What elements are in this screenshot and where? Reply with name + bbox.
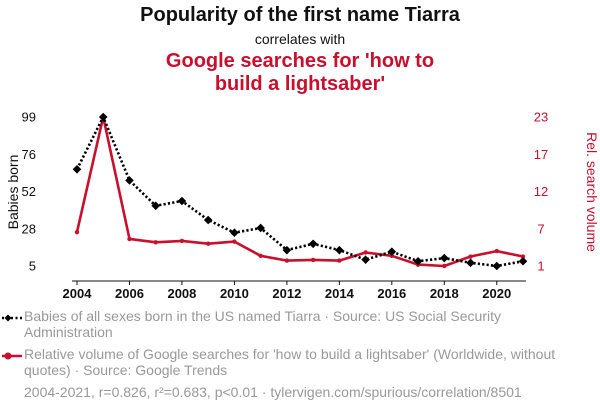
x-tick-label: 2016 — [377, 286, 406, 301]
data-point-circle — [310, 257, 316, 263]
data-point-circle — [284, 258, 290, 263]
chart-subtitle: correlates with — [254, 31, 346, 47]
left-tick-label: 28 — [22, 221, 36, 236]
x-axis: 2004 2006 2008 2010 2012 2014 2016 2018 2020 — [63, 280, 526, 301]
data-point-diamond — [413, 256, 423, 266]
x-tick-label: 2020 — [482, 286, 511, 301]
right-axis: 23 17 12 7 1 — [534, 110, 548, 274]
data-point-circle — [468, 254, 473, 259]
data-point-diamond — [151, 201, 161, 211]
data-point-diamond — [387, 247, 397, 257]
data-point-diamond — [335, 245, 344, 255]
right-tick-label: 7 — [537, 221, 544, 236]
right-tick-label: 12 — [534, 184, 548, 199]
data-point-circle — [337, 258, 342, 263]
x-tick-label: 2010 — [220, 286, 249, 301]
data-point-diamond — [308, 239, 318, 249]
chart-title: Popularity of the first name Tiarra — [140, 4, 460, 26]
legend-text-2: Relative volume of Google searches for '… — [24, 346, 556, 378]
right-tick-label: 17 — [534, 147, 548, 162]
x-tick-label: 2012 — [272, 286, 301, 301]
data-point-diamond — [72, 165, 82, 174]
left-axis: 99 76 52 28 5 — [22, 110, 36, 274]
data-point-circle — [127, 236, 132, 242]
data-point-diamond — [518, 256, 528, 266]
data-point-diamond — [230, 228, 239, 238]
series-layer — [72, 112, 528, 271]
data-point-circle — [74, 229, 80, 235]
series-line — [75, 115, 524, 268]
right-tick-label: 23 — [534, 110, 548, 125]
data-point-diamond — [492, 261, 502, 271]
legend-marker-solid-circle — [2, 352, 22, 360]
legend-marker-dotted-diamond — [2, 314, 22, 322]
chart-title-secondary: Google searches for 'how to build a ligh… — [165, 50, 435, 95]
data-point-circle — [442, 263, 447, 269]
data-point-diamond — [439, 253, 449, 263]
data-point-circle — [232, 239, 237, 244]
data-point-circle — [179, 238, 185, 244]
x-tick-label: 2004 — [63, 286, 93, 301]
data-point-circle — [153, 240, 158, 245]
data-point-diamond — [256, 223, 265, 233]
data-point-diamond — [98, 112, 108, 122]
data-point-diamond — [466, 258, 475, 268]
data-point-circle — [363, 250, 368, 255]
left-tick-label: 76 — [22, 147, 36, 162]
data-point-diamond — [177, 196, 187, 206]
footer-stats: 2004-2021, r=0.826, r²=0.683, p<0.01 · t… — [24, 384, 522, 400]
data-point-diamond — [282, 245, 292, 255]
x-tick-label: 2018 — [430, 286, 459, 301]
x-tick-label: 2008 — [167, 286, 196, 301]
data-point-circle — [258, 253, 263, 259]
data-point-circle — [494, 248, 499, 254]
right-axis-label: Rel. search volume — [584, 132, 600, 252]
data-point-diamond — [125, 176, 134, 185]
data-point-circle — [205, 241, 211, 246]
left-tick-label: 5 — [29, 259, 36, 274]
right-tick-label: 1 — [537, 259, 544, 274]
legend-text-1: Babies of all sexes born in the US named… — [24, 308, 501, 340]
x-tick-label: 2014 — [325, 286, 355, 301]
data-point-diamond — [361, 255, 370, 264]
left-axis-label: Babies born — [5, 155, 21, 230]
x-tick-label: 2006 — [115, 286, 144, 301]
data-point-circle — [520, 254, 526, 259]
left-tick-label: 99 — [22, 110, 36, 125]
series-line — [75, 115, 524, 268]
data-point-diamond — [203, 215, 213, 225]
left-tick-label: 52 — [22, 184, 36, 199]
